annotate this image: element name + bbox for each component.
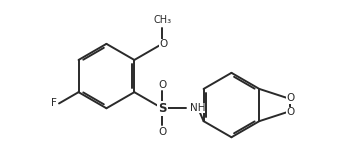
Text: NH: NH [190, 103, 205, 113]
Text: O: O [287, 107, 295, 117]
Text: F: F [51, 99, 57, 108]
Text: S: S [158, 102, 166, 115]
Text: O: O [158, 127, 166, 137]
Text: CH₃: CH₃ [153, 15, 171, 25]
Text: O: O [159, 39, 167, 49]
Text: O: O [287, 93, 295, 103]
Text: O: O [158, 80, 166, 90]
